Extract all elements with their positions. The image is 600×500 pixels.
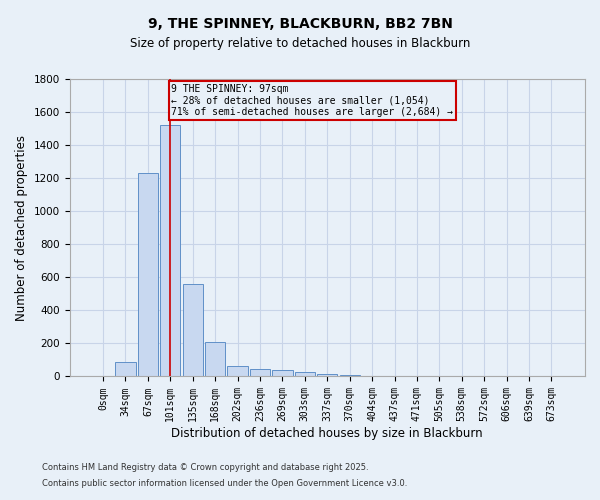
Text: Contains public sector information licensed under the Open Government Licence v3: Contains public sector information licen… [42, 478, 407, 488]
Y-axis label: Number of detached properties: Number of detached properties [15, 134, 28, 320]
Bar [340, 375, 360, 376]
Bar [295, 372, 315, 376]
Text: Size of property relative to detached houses in Blackburn: Size of property relative to detached ho… [130, 38, 470, 51]
Bar [227, 366, 248, 376]
Bar [115, 362, 136, 376]
Text: Contains HM Land Registry data © Crown copyright and database right 2025.: Contains HM Land Registry data © Crown c… [42, 464, 368, 472]
Bar [205, 342, 225, 376]
Bar [138, 173, 158, 376]
Text: 9, THE SPINNEY, BLACKBURN, BB2 7BN: 9, THE SPINNEY, BLACKBURN, BB2 7BN [148, 18, 452, 32]
Text: 9 THE SPINNEY: 97sqm
← 28% of detached houses are smaller (1,054)
71% of semi-de: 9 THE SPINNEY: 97sqm ← 28% of detached h… [172, 84, 454, 117]
Bar [317, 374, 337, 376]
Bar [272, 370, 293, 376]
Bar [250, 368, 270, 376]
Bar [182, 284, 203, 376]
Bar [160, 126, 181, 376]
X-axis label: Distribution of detached houses by size in Blackburn: Distribution of detached houses by size … [172, 427, 483, 440]
